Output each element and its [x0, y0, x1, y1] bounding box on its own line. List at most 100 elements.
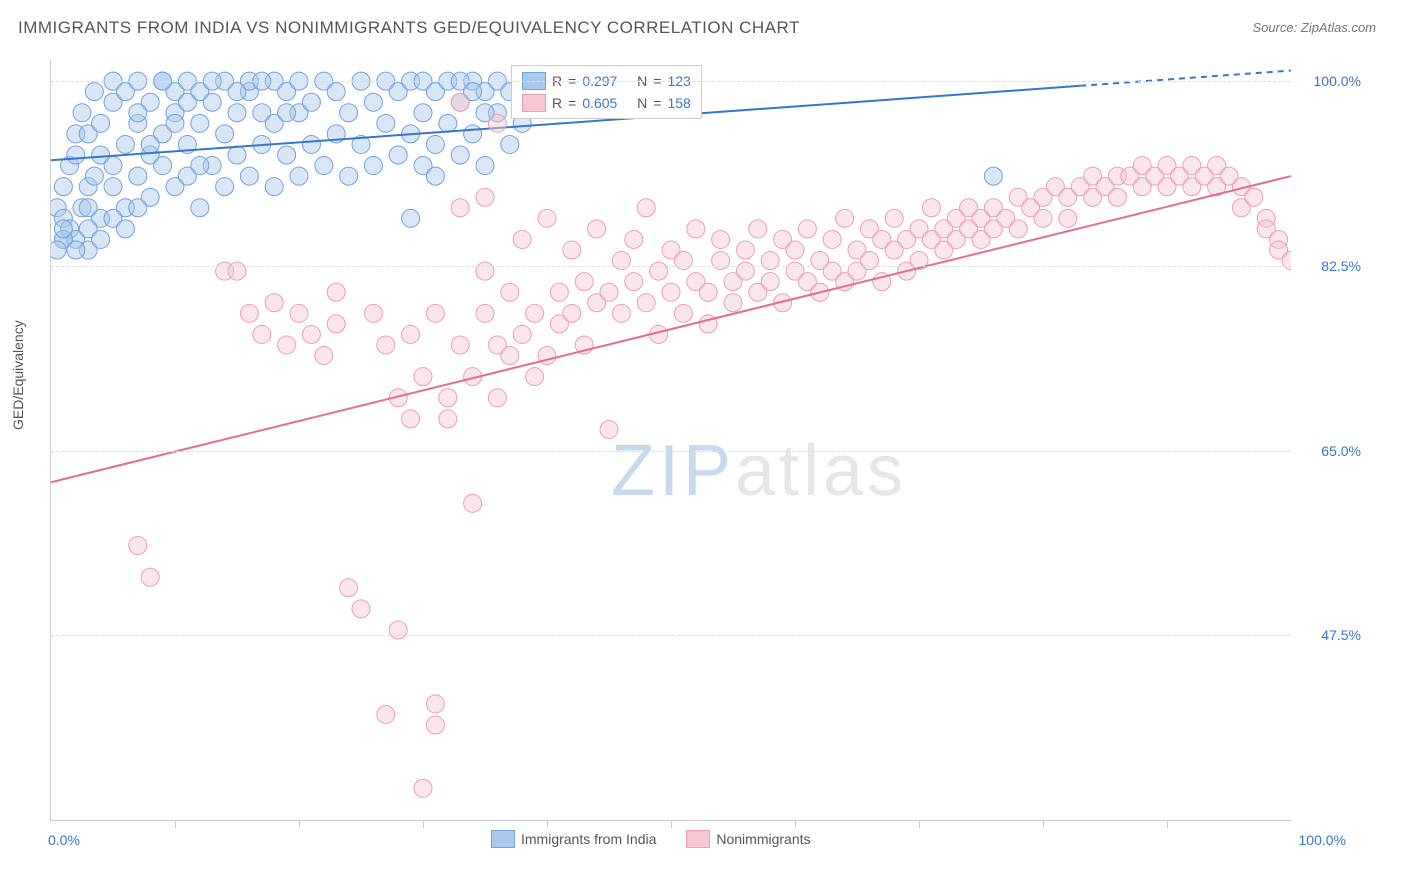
data-point: [1245, 188, 1263, 206]
data-point: [600, 420, 618, 438]
data-point: [216, 125, 234, 143]
data-point: [426, 304, 444, 322]
data-point: [253, 325, 271, 343]
data-point: [439, 410, 457, 428]
gridline: [51, 266, 1291, 267]
data-point: [240, 167, 258, 185]
data-point: [389, 621, 407, 639]
data-point: [662, 283, 680, 301]
x-tick: [795, 820, 796, 828]
data-point: [327, 315, 345, 333]
data-point: [402, 325, 420, 343]
data-point: [1034, 209, 1052, 227]
data-point: [228, 83, 246, 101]
data-point: [749, 220, 767, 238]
data-point: [736, 241, 754, 259]
data-point: [191, 114, 209, 132]
x-tick: [547, 820, 548, 828]
trend-line: [51, 176, 1291, 482]
y-axis-label: GED/Equivalency: [10, 320, 26, 430]
data-point: [154, 157, 172, 175]
data-point: [92, 230, 110, 248]
data-point: [426, 167, 444, 185]
data-point: [73, 104, 91, 122]
data-point: [240, 304, 258, 322]
data-point: [650, 262, 668, 280]
x-tick: [299, 820, 300, 828]
data-point: [501, 347, 519, 365]
data-point: [92, 114, 110, 132]
data-point: [203, 93, 221, 111]
data-point: [79, 199, 97, 217]
data-point: [67, 241, 85, 259]
chart-plot-area: ZIPatlas R = 0.297 N = 123 R = 0.605 N =…: [50, 60, 1291, 821]
gridline: [51, 451, 1291, 452]
data-point: [625, 273, 643, 291]
data-point: [426, 695, 444, 713]
stats-legend: R = 0.297 N = 123 R = 0.605 N = 158: [511, 65, 702, 119]
data-point: [984, 167, 1002, 185]
data-point: [575, 273, 593, 291]
y-tick-label: 100.0%: [1314, 73, 1361, 89]
chart-title: IMMIGRANTS FROM INDIA VS NONIMMIGRANTS G…: [18, 18, 800, 38]
data-point: [191, 199, 209, 217]
series-legend-item-pink: Nonimmigrants: [686, 830, 810, 848]
data-point: [885, 209, 903, 227]
data-point: [550, 283, 568, 301]
data-point: [501, 135, 519, 153]
data-point: [129, 104, 147, 122]
y-tick-label: 65.0%: [1321, 443, 1361, 459]
data-point: [476, 157, 494, 175]
scatter-svg: [51, 60, 1291, 820]
data-point: [340, 579, 358, 597]
data-point: [488, 114, 506, 132]
x-tick: [175, 820, 176, 828]
data-point: [265, 178, 283, 196]
data-point: [302, 135, 320, 153]
data-point: [488, 389, 506, 407]
data-point: [538, 209, 556, 227]
data-point: [836, 209, 854, 227]
data-point: [278, 104, 296, 122]
legend-N-label: N: [637, 95, 647, 111]
data-point: [426, 716, 444, 734]
data-point: [340, 104, 358, 122]
data-point: [712, 230, 730, 248]
data-point: [786, 241, 804, 259]
data-point: [54, 220, 72, 238]
legend-row-pink: R = 0.605 N = 158: [522, 92, 691, 114]
data-point: [451, 146, 469, 164]
data-point: [761, 252, 779, 270]
data-point: [104, 178, 122, 196]
data-point: [216, 178, 234, 196]
data-point: [526, 304, 544, 322]
data-point: [600, 283, 618, 301]
data-point: [302, 93, 320, 111]
data-point: [129, 167, 147, 185]
data-point: [141, 135, 159, 153]
data-point: [85, 83, 103, 101]
series-legend: Immigrants from India Nonimmigrants: [491, 830, 811, 848]
data-point: [228, 146, 246, 164]
data-point: [141, 568, 159, 586]
source-label: Source: ZipAtlas.com: [1252, 20, 1376, 35]
data-point: [402, 209, 420, 227]
data-point: [51, 241, 66, 259]
data-point: [352, 600, 370, 618]
legend-pink-N: 158: [667, 95, 690, 111]
data-point: [625, 230, 643, 248]
data-point: [1009, 220, 1027, 238]
y-tick-label: 47.5%: [1321, 627, 1361, 643]
swatch-icon: [491, 830, 515, 848]
data-point: [129, 199, 147, 217]
data-point: [823, 230, 841, 248]
data-point: [439, 114, 457, 132]
data-point: [526, 368, 544, 386]
data-point: [426, 135, 444, 153]
data-point: [476, 188, 494, 206]
gridline: [51, 635, 1291, 636]
data-point: [588, 220, 606, 238]
data-point: [414, 104, 432, 122]
x-axis-right-label: 100.0%: [1299, 832, 1346, 848]
data-point: [612, 304, 630, 322]
